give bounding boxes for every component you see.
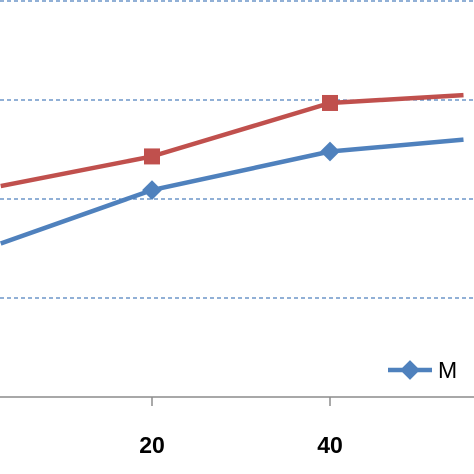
data-point-square [144,148,160,165]
x-tick-label-40: 40 [317,432,343,458]
x-tick-label-20: 20 [139,432,165,458]
series-1 [0,137,464,246]
series-0 [0,92,464,189]
legend-marker-diamond [400,360,420,380]
series-group [0,92,464,246]
data-point-diamond [142,180,162,200]
series-line-1 [0,137,464,246]
grid-lines [0,0,474,299]
legend-label: M [438,357,457,383]
x-axis-ticks: 20 40 [139,397,343,458]
data-point-square [322,94,338,111]
legend: M [388,357,457,383]
series-line-0 [0,92,464,189]
data-point-diamond [320,141,340,162]
